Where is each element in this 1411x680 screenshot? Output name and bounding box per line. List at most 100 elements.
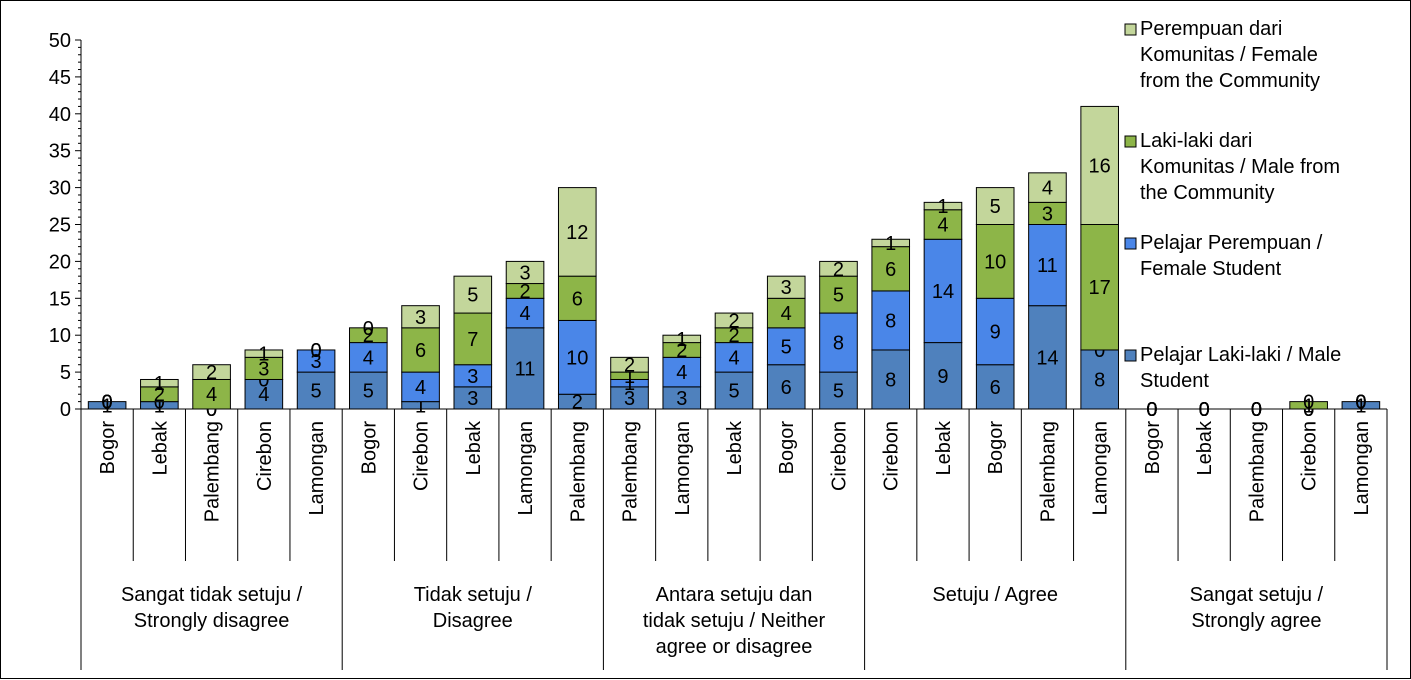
data-label: 2 [624, 355, 635, 377]
bar-segment [714, 342, 754, 373]
data-label: 0 [206, 399, 217, 421]
data-label: 0 [311, 340, 322, 362]
data-label: 5 [728, 381, 739, 403]
y-tick-label: 5 [60, 362, 71, 384]
bar-segment [766, 275, 806, 299]
data-label: 6 [990, 377, 1001, 399]
bar-segment [766, 327, 806, 366]
legend-swatch [1124, 349, 1137, 362]
bar-segment [1080, 105, 1119, 225]
category-label: Lebak [724, 420, 746, 475]
category-label: Bogor [776, 421, 798, 475]
data-label: 0 [1146, 399, 1157, 421]
bar-segment [714, 312, 754, 329]
data-label: 9 [937, 366, 948, 388]
legend-swatch [1124, 237, 1137, 250]
group-label: agree or disagree [656, 636, 813, 658]
data-label: 6 [572, 288, 583, 310]
data-label: 1 [624, 373, 635, 395]
bar-segment [975, 224, 1015, 299]
group-label: Disagree [433, 610, 513, 632]
bar-segment [1028, 305, 1067, 410]
bar-segment [819, 260, 858, 277]
data-label: 10 [566, 347, 588, 369]
data-label: 5 [833, 381, 844, 403]
data-label: 0 [1303, 399, 1314, 421]
data-label: 0 [1199, 399, 1210, 421]
category-label: Lebak [463, 420, 485, 475]
data-label: 8 [1094, 369, 1105, 391]
data-label: 7 [467, 329, 478, 351]
group-label: Tidak setuju / [414, 584, 533, 606]
bar-segment [244, 378, 284, 410]
category-label: Lamongan [306, 421, 328, 516]
data-label: 4 [728, 347, 739, 369]
category-label: Cirebon [411, 421, 433, 491]
category-label: Lebak [1194, 420, 1216, 475]
category-label: Cirebon [828, 421, 850, 491]
y-tick-label: 50 [49, 30, 71, 52]
data-label: 4 [519, 303, 530, 325]
data-label: 0 [154, 392, 165, 414]
y-tick-label: 15 [49, 288, 71, 310]
data-label: 6 [415, 340, 426, 362]
category-label: Palembang [202, 421, 224, 522]
data-label: 0 [1094, 340, 1105, 362]
group-label: Strongly agree [1191, 610, 1321, 632]
bar-segment [662, 334, 702, 344]
data-label: 4 [1042, 178, 1053, 200]
category-label: Bogor [97, 421, 119, 475]
data-label: 5 [781, 336, 792, 358]
data-label: 9 [990, 322, 1001, 344]
bar-segment [349, 371, 388, 410]
data-label: 0 [1251, 399, 1262, 421]
legend-label: Female Student [1140, 258, 1282, 280]
category-label: Palembang [1246, 421, 1268, 522]
data-label: 4 [206, 384, 217, 406]
legend: Perempuan dari Komunitas / Female from the… [1124, 18, 1341, 392]
bar-segment [1028, 172, 1067, 203]
legend-swatch [1124, 135, 1137, 148]
data-label: 3 [258, 358, 269, 380]
bar-segment [296, 371, 336, 410]
data-label: 2 [154, 384, 165, 406]
data-label: 0 [1199, 399, 1210, 421]
legend-label: Student [1140, 370, 1209, 392]
bar-segment [296, 349, 336, 373]
bar-segment [923, 238, 963, 344]
data-label: 14 [932, 281, 954, 303]
bar-segment [505, 297, 545, 329]
bar-segment [819, 275, 858, 314]
data-label: 12 [566, 222, 588, 244]
data-label: 3 [624, 388, 635, 410]
category-label: Bogor [1142, 421, 1164, 475]
data-label: 1 [676, 329, 687, 351]
group-label: Setuju / Agree [932, 584, 1058, 606]
bar-segment [349, 342, 388, 373]
category-label: Lamongan [1351, 421, 1373, 516]
data-label: 0 [1355, 392, 1366, 414]
bar-segment [975, 187, 1015, 226]
category-label: Bogor [985, 421, 1007, 475]
bar-segment [871, 238, 911, 248]
data-label: 0 [363, 318, 374, 340]
y-tick-label: 25 [49, 215, 71, 237]
data-label: 14 [1036, 347, 1058, 369]
bar-segment [923, 201, 963, 211]
bar-segment [349, 327, 388, 344]
legend-label: the Community [1140, 182, 1275, 204]
x-axis: Bogor Lebak Palembang Cirebon Lamongan Bogor C… [80, 408, 1388, 670]
category-label: Lebak [149, 420, 171, 475]
data-label: 5 [311, 381, 322, 403]
legend-label: Perempuan dari [1140, 18, 1282, 40]
data-label: 0 [1355, 392, 1366, 414]
data-label: 16 [1089, 155, 1111, 177]
category-label: Lamongan [672, 421, 694, 516]
data-label: 3 [676, 388, 687, 410]
category-label: Cirebon [1299, 421, 1321, 491]
data-label: 2 [363, 325, 374, 347]
data-label: 0 [1146, 399, 1157, 421]
data-label: 17 [1089, 277, 1111, 299]
data-label: 3 [1042, 203, 1053, 225]
data-label: 11 [515, 358, 536, 380]
